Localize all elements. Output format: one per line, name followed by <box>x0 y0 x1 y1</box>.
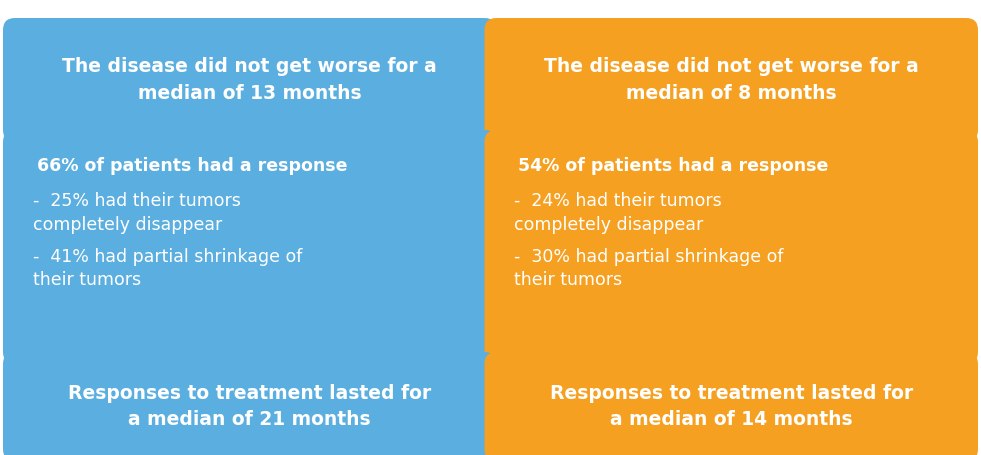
Text: The disease did not get worse for a
median of 13 months: The disease did not get worse for a medi… <box>63 57 438 103</box>
Text: -  30% had partial shrinkage of
their tumors: - 30% had partial shrinkage of their tum… <box>514 248 784 289</box>
Text: 54% of patients had a response: 54% of patients had a response <box>519 157 829 175</box>
Text: -  25% had their tumors
completely disappear: - 25% had their tumors completely disapp… <box>33 192 241 233</box>
Text: The disease did not get worse for a
median of 8 months: The disease did not get worse for a medi… <box>543 57 918 103</box>
Text: -  41% had partial shrinkage of
their tumors: - 41% had partial shrinkage of their tum… <box>33 248 302 289</box>
FancyBboxPatch shape <box>485 352 978 455</box>
Text: 66% of patients had a response: 66% of patients had a response <box>37 157 347 175</box>
FancyBboxPatch shape <box>485 18 978 142</box>
Text: -  24% had their tumors
completely disappear: - 24% had their tumors completely disapp… <box>514 192 722 233</box>
Text: Responses to treatment lasted for
a median of 21 months: Responses to treatment lasted for a medi… <box>68 384 432 429</box>
FancyBboxPatch shape <box>3 18 496 142</box>
FancyBboxPatch shape <box>485 130 978 364</box>
FancyBboxPatch shape <box>3 352 496 455</box>
Text: Responses to treatment lasted for
a median of 14 months: Responses to treatment lasted for a medi… <box>549 384 913 429</box>
FancyBboxPatch shape <box>3 130 496 364</box>
